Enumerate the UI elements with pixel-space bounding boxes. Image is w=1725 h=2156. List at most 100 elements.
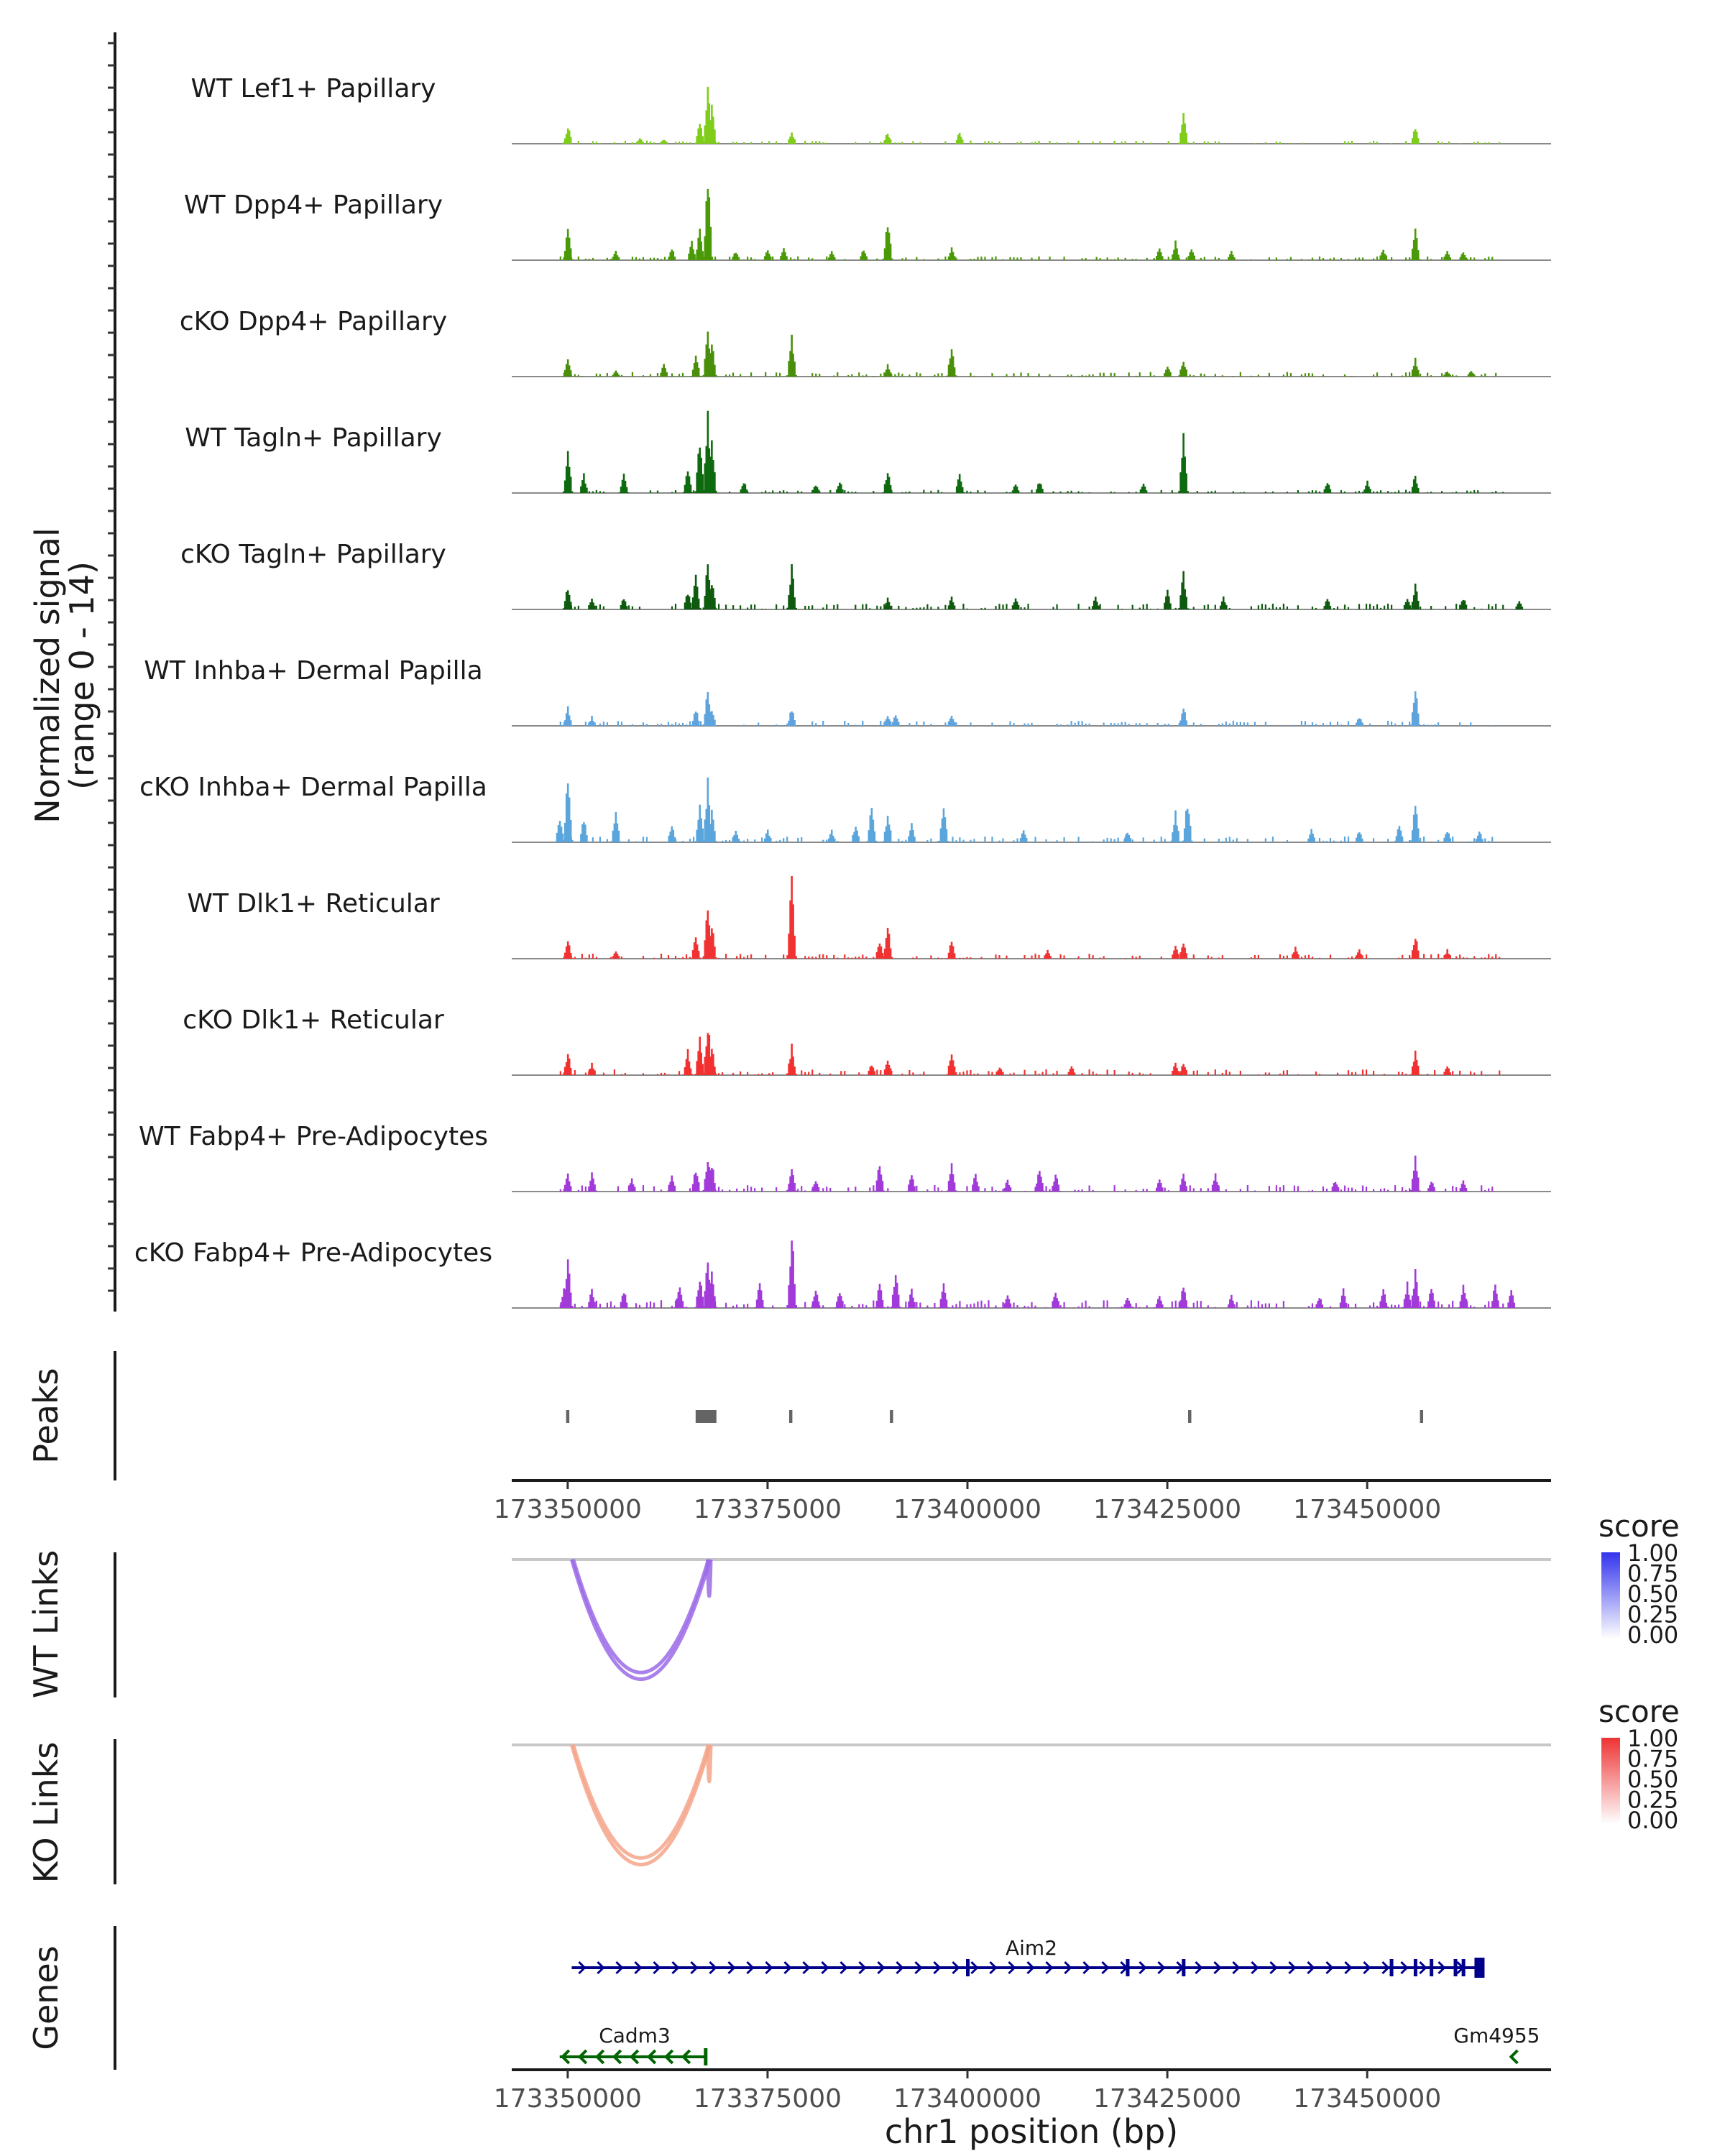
signal-peak-bar [909, 1179, 911, 1192]
signal-noise-bar [937, 489, 939, 493]
signal-noise-bar [923, 259, 925, 260]
signal-peak-bar [702, 724, 705, 726]
signal-peak-bar [689, 247, 691, 260]
signal-peak-bar [616, 372, 619, 377]
signal-peak-bar [708, 130, 710, 144]
signal-peak-bar [1128, 1300, 1131, 1308]
signal-peak-bar [792, 579, 794, 609]
signal-noise-bar [740, 259, 742, 260]
signal-noise-bar [754, 839, 756, 842]
gene-strand-arrow [746, 1961, 755, 1975]
gene-strand-arrow [765, 1961, 773, 1975]
signal-peak-bar [612, 956, 615, 959]
signal-peak-bar [686, 1049, 689, 1075]
signal-noise-bar [595, 489, 597, 493]
signal-peak-bar [1365, 485, 1367, 493]
signal-peak-bar [1460, 1294, 1463, 1308]
signal-peak-bar [1449, 257, 1452, 260]
signal-peak-bar [1294, 946, 1297, 959]
signal-noise-bar [1077, 721, 1080, 726]
signal-noise-bar [1351, 1187, 1353, 1192]
signal-peak-bar [1158, 1179, 1161, 1192]
signal-peak-bar [1331, 1187, 1334, 1192]
signal-peak-bar [1184, 811, 1187, 842]
signal-noise-bar [1059, 954, 1062, 959]
signal-peak-bar [883, 948, 886, 959]
signal-peak-bar [708, 831, 710, 842]
signal-noise-bar [980, 608, 983, 609]
signal-noise-bar [1282, 603, 1285, 609]
signal-noise-bar [1358, 490, 1361, 493]
signal-noise-bar [1304, 373, 1307, 377]
gene-strand-arrow [634, 1961, 643, 1975]
signal-noise-bar [689, 1188, 691, 1192]
coverage-track: WT Tagln+ Papillary [185, 410, 1551, 494]
signal-noise-bar [1275, 257, 1278, 260]
signal-peak-bar [564, 138, 566, 144]
signal-noise-bar [581, 1185, 583, 1192]
signal-noise-bar [627, 839, 630, 842]
signal-peak-bar [1174, 946, 1177, 959]
signal-peak-bar [613, 953, 616, 959]
signal-peak-bar [888, 824, 891, 842]
legend-tick-label: 0.25 [1627, 1787, 1678, 1814]
signal-noise-bar [970, 259, 972, 260]
signal-peak-bar [1467, 374, 1470, 377]
link-arc [570, 1744, 712, 1866]
signal-peak-bar [1415, 366, 1418, 377]
gene-exon [1453, 1959, 1458, 1976]
signal-peak-bar [1358, 718, 1361, 726]
signal-peak-bar [754, 1307, 757, 1308]
signal-peak-bar [909, 830, 911, 842]
signal-peak-bar [714, 719, 716, 726]
signal-peak-bar [1398, 826, 1401, 842]
signal-noise-bar [1200, 724, 1202, 726]
signal-noise-bar [592, 491, 594, 493]
signal-peak-bar [616, 953, 619, 959]
signal-peak-bar [586, 835, 588, 842]
signal-peak-bar [1512, 1295, 1514, 1308]
signal-peak-bar [696, 829, 698, 842]
signal-noise-bar [1178, 375, 1180, 377]
signal-noise-bar [1095, 1073, 1098, 1075]
signal-noise-bar [1095, 257, 1098, 260]
signal-noise-bar [1085, 375, 1087, 377]
signal-peak-bar [562, 1074, 565, 1075]
signal-noise-bar [1495, 490, 1497, 493]
signal-noise-bar [826, 604, 828, 609]
signal-noise-bar [1110, 372, 1112, 377]
signal-peak-bar [1409, 1074, 1412, 1075]
signal-noise-bar [642, 722, 645, 726]
signal-peak-bar [1161, 256, 1164, 260]
signal-peak-bar [781, 252, 783, 260]
signal-peak-bar [1409, 840, 1412, 842]
signal-peak-bar [1229, 254, 1231, 260]
signal-noise-bar [1470, 1305, 1472, 1308]
signal-peak-bar [947, 1065, 950, 1075]
signal-peak-bar [1013, 602, 1016, 609]
signal-noise-bar [1236, 838, 1238, 842]
signal-noise-bar [1441, 957, 1443, 959]
signal-noise-bar [1448, 1304, 1450, 1308]
signal-peak-bar [711, 344, 713, 377]
signal-peak-bar [1430, 1181, 1432, 1192]
signal-noise-bar [919, 373, 921, 377]
signal-noise-bar [1049, 257, 1051, 260]
signal-peak-bar [668, 257, 671, 260]
signal-noise-bar [776, 372, 778, 377]
signal-noise-bar [952, 1305, 954, 1308]
signal-noise-bar [563, 722, 565, 726]
signal-noise-bar [574, 607, 576, 609]
signal-peak-bar [1233, 257, 1236, 260]
signal-peak-bar [1053, 1296, 1055, 1308]
signal-noise-bar [905, 257, 907, 260]
signal-noise-bar [645, 1302, 648, 1308]
signal-peak-bar [853, 831, 855, 842]
signal-peak-bar [1049, 956, 1052, 959]
signal-noise-bar [808, 605, 810, 609]
signal-noise-bar [1354, 1303, 1357, 1308]
signal-noise-bar [1343, 604, 1346, 609]
signal-peak-bar [1411, 602, 1414, 609]
signal-peak-bar [792, 1250, 794, 1308]
signal-noise-bar [1207, 142, 1209, 144]
